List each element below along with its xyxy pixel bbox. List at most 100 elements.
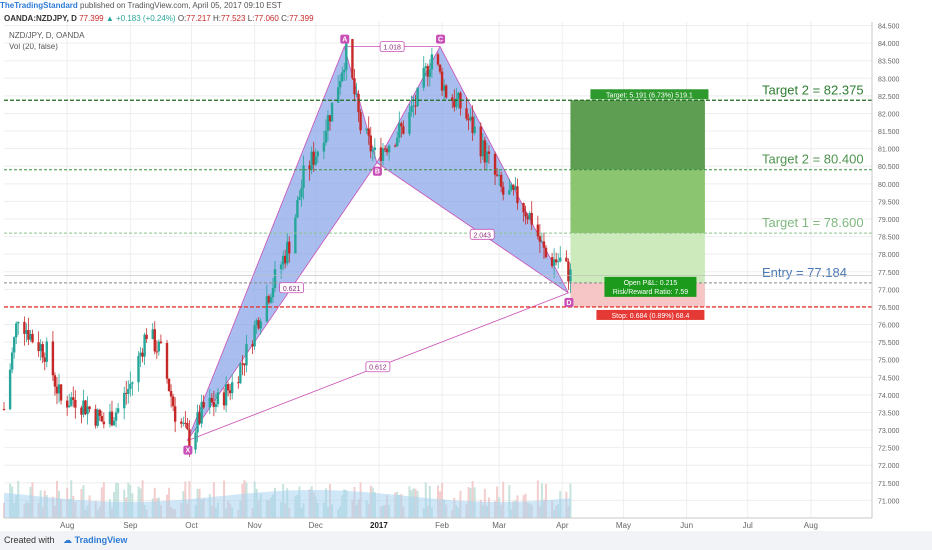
candle-body [202, 402, 205, 408]
candle-body [208, 397, 211, 408]
candle-body [96, 409, 99, 426]
candle-body [298, 197, 301, 200]
price-tick-label: 81.000 [878, 147, 900, 154]
legend-volume[interactable]: Vol (20, false) [9, 42, 58, 51]
legend-pair[interactable]: NZD/JPY, D, OANDA [9, 31, 85, 40]
candle-body [567, 261, 570, 282]
price-tick-label: 76.500 [878, 305, 900, 312]
candle-body [416, 87, 419, 106]
candle-body [398, 123, 401, 138]
price-tick-label: 81.500 [878, 129, 900, 136]
candle-body [516, 186, 519, 204]
price-level-label: Target 2 = 80.400 [762, 152, 864, 167]
candle-body [528, 213, 531, 220]
candle-body [430, 54, 434, 70]
target-zone-1[interactable] [570, 169, 705, 234]
target-zone-2[interactable] [570, 100, 705, 170]
price-tick-label: 79.000 [878, 217, 900, 224]
candle-body [210, 397, 214, 403]
candle-body [259, 321, 262, 329]
volume-bar [502, 481, 505, 518]
symbol-name[interactable]: OANDA:NZDJPY, D [4, 14, 77, 23]
candle-body [131, 382, 134, 384]
candle-body [355, 93, 358, 95]
candle-body [387, 145, 391, 153]
candle-body [82, 400, 85, 415]
price-axis-background[interactable] [872, 22, 932, 518]
pattern-point-label: X [186, 448, 191, 455]
pattern-ratio-box [379, 41, 405, 53]
time-tick-label: Jul [743, 521, 753, 530]
candle-body [57, 384, 61, 394]
tradingview-brand[interactable]: TradingView [74, 535, 128, 545]
candle-body [269, 297, 273, 303]
candle-body [542, 241, 546, 248]
candle-body [493, 153, 497, 175]
pattern-ratio-box [365, 361, 391, 373]
entry-zone[interactable] [570, 233, 705, 283]
candle-body [59, 384, 63, 401]
candle-body [55, 386, 59, 394]
stop-info-label: Stop: 0.684 (0.89%) 68.4 [612, 313, 690, 320]
price-axis[interactable]: 71.000 71.500 72.000 72.500 73.000 73.500 74.0… [871, 22, 932, 518]
candle-body [265, 296, 269, 322]
candle-body [25, 330, 28, 334]
price-tick-label: 73.000 [878, 428, 900, 435]
harmonic-pattern[interactable] [187, 45, 569, 441]
volume-bar [102, 482, 105, 518]
pattern-triangle-xab[interactable] [187, 45, 378, 441]
position-box[interactable] [570, 100, 705, 307]
candle-body [72, 397, 75, 400]
candle-body [84, 400, 87, 415]
price-level-label: Target 1 = 78.600 [762, 215, 864, 230]
candle-body [300, 188, 303, 198]
candle-body [271, 287, 275, 298]
volume-bar [536, 480, 539, 518]
candle-body [114, 412, 118, 421]
candle-body [469, 116, 472, 121]
time-tick-label: May [616, 521, 631, 530]
candle-body [94, 409, 97, 426]
candle-body [123, 392, 126, 409]
candle-body [137, 355, 140, 383]
candle-body [245, 344, 248, 366]
volume-bar [115, 482, 118, 518]
price-tick-label: 84.500 [878, 24, 900, 31]
candle-body [173, 406, 177, 422]
candle-body [455, 98, 458, 108]
candle-body [367, 128, 370, 136]
candle-body [341, 72, 344, 81]
candle-body [70, 397, 73, 406]
candle-body [424, 66, 427, 69]
candle-body [510, 184, 513, 191]
candle-body [125, 392, 128, 394]
candle-body [200, 402, 203, 424]
candle-body [485, 151, 489, 163]
time-axis[interactable]: Aug Sep Oct Nov Dec 2017 Feb Mar Apr May Jun Jul Aug [4, 517, 872, 530]
candle-body [343, 69, 346, 73]
candle-body [428, 69, 432, 77]
pattern-ratio-label: 1.018 [383, 45, 401, 52]
candle-body [51, 341, 55, 376]
pattern-point-label: B [375, 169, 380, 176]
candle-body [110, 411, 114, 426]
time-tick-label: Nov [248, 521, 262, 530]
candle-body [43, 357, 46, 362]
price-tick-label: 74.000 [878, 393, 900, 400]
pattern-point-label: C [438, 37, 443, 44]
price-level-label: Entry = 77.184 [762, 265, 847, 280]
publisher-name[interactable]: TheTradingStandard [0, 1, 78, 10]
candle-body [296, 199, 299, 218]
candle-body [169, 391, 173, 397]
candle-body [255, 320, 258, 326]
candle-body [369, 135, 372, 152]
candle-body [530, 213, 533, 225]
candle-body [231, 382, 234, 394]
candle-body [143, 334, 146, 357]
candle-body [324, 130, 328, 143]
open-value: 77.217 [186, 14, 211, 23]
candle-body [436, 54, 440, 65]
candle-body [68, 405, 71, 408]
